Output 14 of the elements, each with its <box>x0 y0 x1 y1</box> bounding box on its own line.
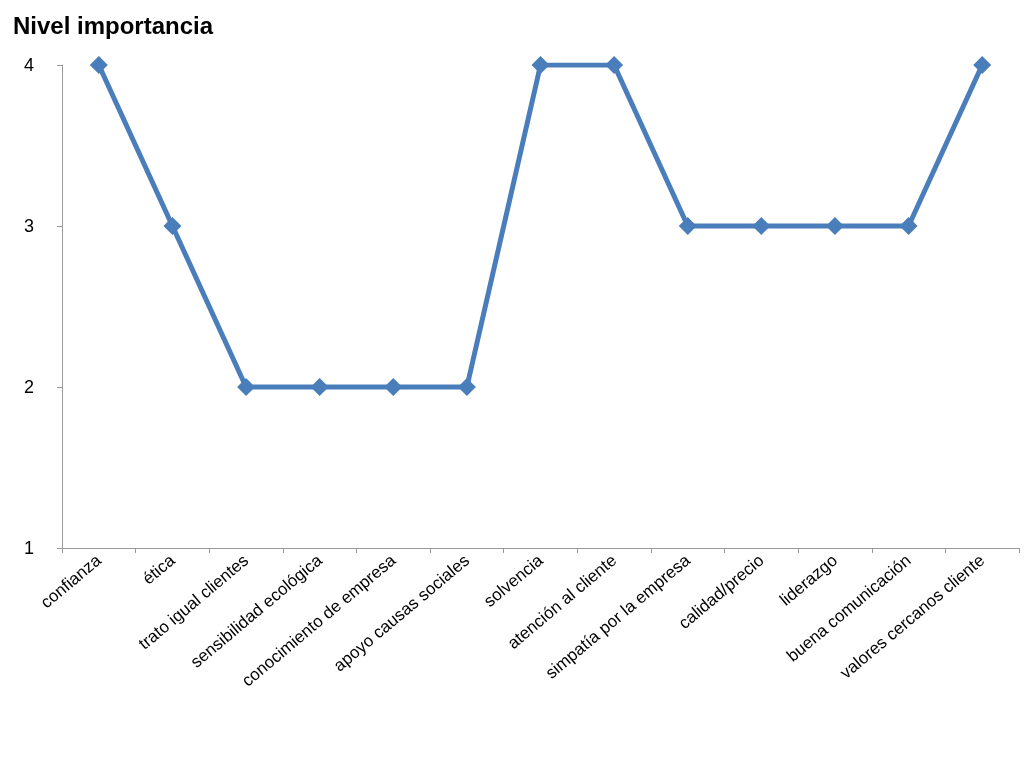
point <box>899 217 918 235</box>
y-tick-label: 1 <box>24 538 35 558</box>
x-tick-label: ética <box>138 550 179 589</box>
point <box>310 378 329 396</box>
chart-title: Nivel importancia <box>13 11 214 39</box>
point <box>89 56 108 74</box>
point <box>678 217 697 235</box>
point <box>531 56 550 74</box>
y-tick-label: 2 <box>24 377 35 397</box>
point <box>163 217 182 235</box>
point <box>973 56 992 74</box>
point <box>605 56 624 74</box>
y-tick-label: 4 <box>24 55 35 75</box>
y-tick-label: 3 <box>24 216 35 236</box>
